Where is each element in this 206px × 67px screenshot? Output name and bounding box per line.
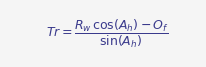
Text: $\mathit{Tr} = \dfrac{R_w\,\cos(A_h) - O_f}{\sin(A_h)}$: $\mathit{Tr} = \dfrac{R_w\,\cos(A_h) - O… bbox=[46, 17, 168, 50]
